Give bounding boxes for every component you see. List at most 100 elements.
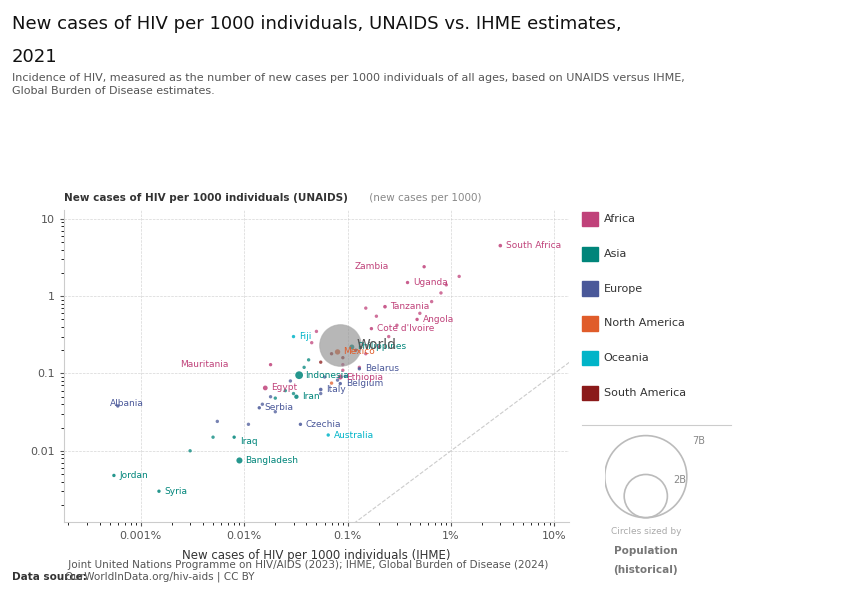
Text: Our World: Our World (677, 23, 740, 33)
Point (411, 314, 424, 324)
Point (184, 446, 197, 455)
Point (331, 376, 344, 385)
Point (333, 372, 347, 382)
Point (331, 347, 344, 357)
Text: Mexico: Mexico (343, 347, 375, 356)
Point (305, 338, 319, 347)
Text: Syria: Syria (165, 487, 188, 496)
Point (336, 360, 349, 370)
Point (241, 419, 255, 429)
Point (345, 342, 359, 352)
Point (258, 383, 272, 393)
Text: Europe: Europe (604, 284, 643, 293)
Point (111, 401, 125, 411)
Point (353, 364, 366, 374)
Point (336, 365, 349, 375)
Point (494, 241, 507, 250)
Text: New cases of HIV per 1000 individuals, UNAIDS vs. IHME estimates,: New cases of HIV per 1000 individuals, U… (12, 15, 621, 33)
Text: Albania: Albania (110, 398, 144, 407)
Point (107, 470, 121, 480)
Text: Angola: Angola (422, 315, 454, 324)
Point (325, 349, 338, 359)
Text: New cases of HIV per 1000 individuals (UNAIDS): New cases of HIV per 1000 individuals (U… (64, 193, 348, 203)
Point (400, 278, 414, 287)
Point (417, 262, 431, 272)
Point (318, 372, 332, 382)
Point (292, 370, 306, 380)
Point (439, 280, 453, 290)
Text: Population: Population (614, 546, 677, 556)
Point (372, 342, 386, 352)
Point (314, 358, 327, 367)
Point (264, 392, 277, 401)
Point (252, 403, 266, 413)
Text: Australia: Australia (334, 431, 374, 440)
Point (227, 433, 241, 442)
Text: in Data: in Data (687, 40, 731, 50)
Text: Bangladesh: Bangladesh (245, 456, 298, 465)
Point (370, 311, 383, 321)
Point (298, 362, 311, 372)
Point (359, 304, 372, 313)
Text: 2021: 2021 (12, 48, 58, 66)
Text: Incidence of HIV, measured as the number of new cases per 1000 individuals of al: Incidence of HIV, measured as the number… (12, 73, 684, 97)
Point (207, 433, 220, 442)
Text: Asia: Asia (604, 249, 627, 259)
Text: Philippines: Philippines (357, 343, 406, 352)
Text: Iraq: Iraq (240, 437, 258, 446)
Point (365, 324, 378, 334)
Text: Serbia: Serbia (265, 403, 294, 412)
Text: Ethiopia: Ethiopia (346, 373, 382, 382)
Text: Cote d'Ivoire: Cote d'Ivoire (377, 324, 434, 333)
Point (264, 360, 277, 370)
Point (336, 353, 349, 362)
Text: Jordan: Jordan (120, 471, 148, 480)
Point (211, 416, 224, 426)
Point (333, 379, 347, 388)
Point (338, 371, 352, 381)
Point (309, 326, 323, 336)
Text: Africa: Africa (604, 214, 636, 224)
Text: Indonesia: Indonesia (304, 371, 348, 380)
Text: 2B: 2B (673, 475, 686, 485)
Point (279, 386, 292, 395)
Text: Oceania: Oceania (604, 353, 649, 363)
Text: Uganda: Uganda (413, 278, 448, 287)
Point (390, 320, 404, 330)
Point (321, 430, 335, 440)
Text: Data source:: Data source: (12, 572, 87, 582)
Point (269, 407, 282, 416)
Text: Zambia: Zambia (354, 262, 389, 271)
Point (314, 385, 327, 394)
Point (284, 376, 298, 386)
Point (302, 355, 315, 365)
Point (349, 346, 363, 355)
Point (314, 389, 327, 398)
Text: North America: North America (604, 319, 684, 328)
Point (286, 332, 300, 341)
Point (293, 419, 307, 429)
Point (353, 362, 366, 372)
Point (382, 332, 395, 341)
Text: Joint United Nations Programme on HIV/AIDS (2023); IHME, Global Burden of Diseas: Joint United Nations Programme on HIV/AI… (65, 560, 548, 582)
Text: Belgium: Belgium (346, 379, 383, 388)
Text: (new cases per 1000): (new cases per 1000) (366, 193, 481, 203)
Point (269, 394, 282, 403)
Point (378, 302, 392, 311)
X-axis label: New cases of HIV per 1000 individuals (IHME): New cases of HIV per 1000 individuals (I… (183, 550, 451, 562)
Point (452, 272, 466, 281)
Text: South Africa: South Africa (506, 241, 561, 250)
Point (359, 349, 372, 359)
Text: (historical): (historical) (614, 565, 678, 575)
Point (425, 297, 439, 307)
Point (325, 379, 338, 388)
Text: South America: South America (604, 388, 686, 398)
Text: Iran: Iran (302, 392, 320, 401)
Text: Czechia: Czechia (306, 420, 342, 429)
Text: Fiji: Fiji (299, 332, 311, 341)
Text: Italy: Italy (326, 385, 346, 394)
Text: 7B: 7B (692, 436, 706, 446)
Point (290, 392, 303, 401)
Point (333, 341, 347, 350)
Point (434, 288, 448, 298)
